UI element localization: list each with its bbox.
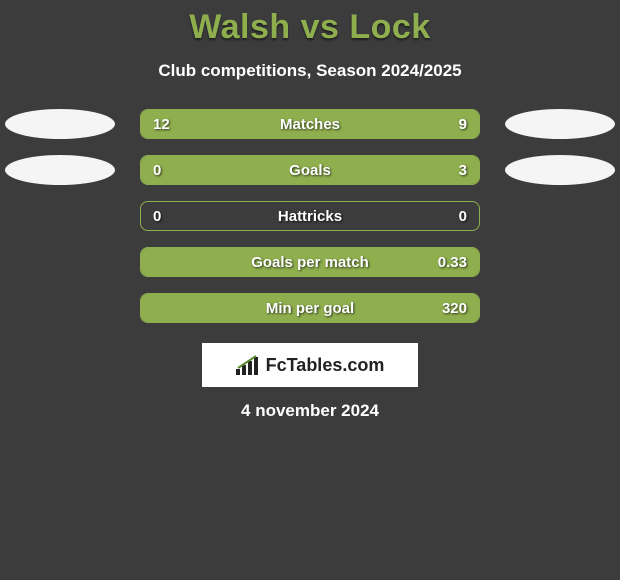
stat-rows: 12Matches90Goals30Hattricks0Goals per ma… [0, 109, 620, 323]
stat-bar: Min per goal320 [140, 293, 480, 323]
brand-label: FcTables.com [266, 355, 385, 376]
stat-value-right: 0 [459, 202, 467, 231]
stat-bar: Goals per match0.33 [140, 247, 480, 277]
stat-value-right: 0.33 [438, 248, 467, 277]
stat-label: Goals per match [141, 248, 479, 277]
brand-box: FcTables.com [202, 343, 418, 387]
stat-row: 0Hattricks0 [0, 201, 620, 231]
stat-value-right: 9 [459, 110, 467, 139]
stat-row: 0Goals3 [0, 155, 620, 185]
subtitle: Club competitions, Season 2024/2025 [0, 61, 620, 81]
page-title: Walsh vs Lock [0, 8, 620, 47]
player-right-badge [505, 155, 615, 185]
stat-bar: 0Goals3 [140, 155, 480, 185]
date-label: 4 november 2024 [0, 401, 620, 421]
stat-label: Min per goal [141, 294, 479, 323]
stat-value-right: 320 [442, 294, 467, 323]
chart-bars-icon [236, 355, 260, 375]
stat-label: Goals [141, 156, 479, 185]
comparison-widget: Walsh vs Lock Club competitions, Season … [0, 0, 620, 421]
stat-value-right: 3 [459, 156, 467, 185]
stat-bar: 12Matches9 [140, 109, 480, 139]
stat-bar: 0Hattricks0 [140, 201, 480, 231]
player-left-badge [5, 109, 115, 139]
stat-row: 12Matches9 [0, 109, 620, 139]
player-right-badge [505, 109, 615, 139]
player-left-badge [5, 155, 115, 185]
stat-row: Min per goal320 [0, 293, 620, 323]
stat-row: Goals per match0.33 [0, 247, 620, 277]
stat-label: Hattricks [141, 202, 479, 231]
stat-label: Matches [141, 110, 479, 139]
